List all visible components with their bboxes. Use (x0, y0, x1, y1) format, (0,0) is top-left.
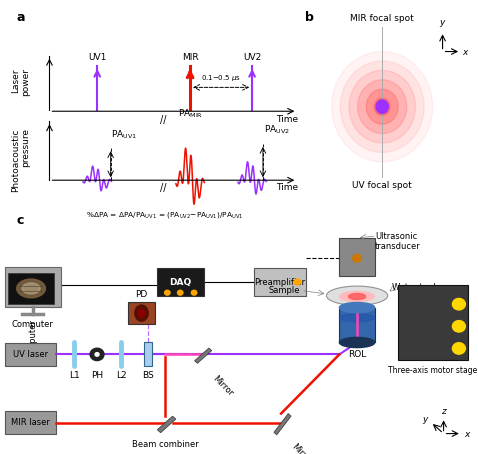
Circle shape (358, 80, 407, 133)
Text: Preamplifier: Preamplifier (255, 277, 305, 286)
Text: Computer: Computer (28, 320, 37, 361)
Text: PA$_{\rm UV1}$: PA$_{\rm UV1}$ (111, 128, 138, 141)
Text: Mirror: Mirror (290, 443, 314, 454)
Polygon shape (195, 348, 212, 363)
Circle shape (453, 343, 465, 354)
Ellipse shape (135, 305, 148, 321)
Text: Time: Time (276, 114, 298, 123)
Polygon shape (157, 416, 176, 433)
Text: L1: L1 (69, 370, 79, 380)
Text: //: // (160, 114, 166, 124)
Polygon shape (274, 414, 291, 435)
Text: PH: PH (91, 370, 103, 380)
Text: UV1: UV1 (88, 53, 107, 62)
Text: Ultrasonic
transducer: Ultrasonic transducer (375, 232, 421, 251)
Ellipse shape (339, 302, 375, 313)
Circle shape (453, 321, 465, 332)
Circle shape (332, 52, 433, 162)
Circle shape (453, 298, 465, 310)
Text: PD: PD (135, 290, 148, 299)
Text: Mirror: Mirror (210, 374, 234, 398)
Text: Water tank: Water tank (392, 283, 438, 291)
Ellipse shape (339, 337, 375, 348)
Circle shape (95, 353, 99, 356)
Text: DAQ: DAQ (169, 277, 191, 286)
Text: UV focal spot: UV focal spot (352, 181, 412, 190)
Circle shape (366, 89, 398, 124)
Text: Computer: Computer (11, 320, 54, 329)
FancyBboxPatch shape (254, 268, 306, 296)
Circle shape (340, 61, 424, 153)
Ellipse shape (326, 286, 388, 305)
FancyBboxPatch shape (398, 285, 468, 360)
Text: Three-axis motor stage: Three-axis motor stage (389, 366, 478, 375)
Text: Time: Time (276, 183, 298, 192)
Text: a: a (17, 11, 25, 25)
Text: $x$: $x$ (464, 430, 471, 439)
Text: BS: BS (142, 370, 154, 380)
Ellipse shape (340, 291, 374, 301)
FancyBboxPatch shape (5, 411, 56, 434)
Text: Beam combiner: Beam combiner (131, 440, 198, 449)
Text: PA$_{\rm UV2}$: PA$_{\rm UV2}$ (264, 123, 290, 136)
Text: PA$_{\rm MIR}$: PA$_{\rm MIR}$ (177, 108, 203, 120)
Ellipse shape (22, 283, 40, 294)
Circle shape (353, 254, 361, 262)
Circle shape (164, 290, 170, 295)
Circle shape (294, 279, 301, 285)
Circle shape (90, 348, 104, 360)
Text: $y$: $y$ (439, 18, 446, 30)
FancyBboxPatch shape (339, 238, 375, 276)
Text: L2: L2 (116, 370, 127, 380)
Text: c: c (17, 214, 24, 227)
Text: Laser
power: Laser power (11, 69, 30, 96)
FancyBboxPatch shape (5, 266, 61, 307)
Text: Photoacoustic
pressure: Photoacoustic pressure (11, 128, 30, 192)
Circle shape (376, 100, 388, 114)
FancyBboxPatch shape (339, 308, 375, 342)
Circle shape (374, 98, 390, 115)
Text: UV laser: UV laser (13, 350, 48, 359)
Polygon shape (144, 342, 152, 366)
Text: %$\Delta$PA = $\Delta$PA/PA$_{\rm UV1}$ = (PA$_{\rm UV2}$$-$PA$_{\rm UV1}$)/PA$_: %$\Delta$PA = $\Delta$PA/PA$_{\rm UV1}$ … (86, 210, 244, 220)
Text: MIR: MIR (182, 53, 198, 62)
FancyBboxPatch shape (128, 302, 155, 324)
Text: UV2: UV2 (243, 53, 261, 62)
FancyBboxPatch shape (157, 268, 204, 296)
Circle shape (349, 70, 415, 143)
Text: 0.1$-$0.5 $\mu$s: 0.1$-$0.5 $\mu$s (201, 73, 241, 83)
FancyBboxPatch shape (5, 343, 56, 366)
Ellipse shape (348, 294, 366, 300)
Text: Sample: Sample (269, 286, 300, 295)
Ellipse shape (339, 314, 375, 321)
Text: b: b (305, 11, 314, 25)
Circle shape (191, 290, 197, 295)
Text: MIR focal spot: MIR focal spot (350, 14, 414, 23)
Text: MIR laser: MIR laser (11, 419, 50, 427)
FancyBboxPatch shape (8, 273, 54, 304)
Text: $y$: $y$ (422, 415, 429, 426)
Circle shape (177, 290, 183, 295)
Text: $x$: $x$ (462, 49, 470, 57)
Text: $z$: $z$ (441, 407, 448, 416)
Text: ROL: ROL (348, 350, 366, 359)
Text: //: // (160, 183, 166, 193)
Ellipse shape (17, 279, 45, 298)
Ellipse shape (138, 309, 145, 317)
